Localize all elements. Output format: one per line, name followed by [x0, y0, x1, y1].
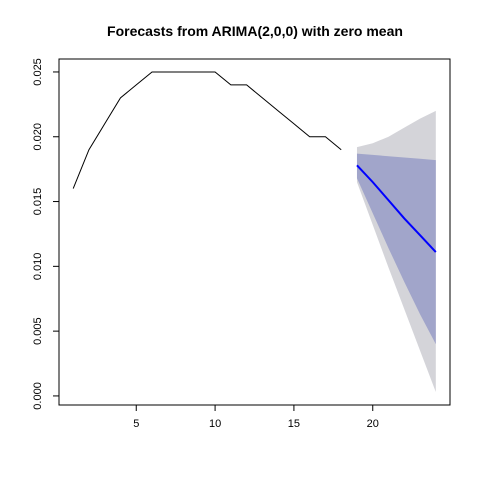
y-tick-label: 0.015 — [32, 188, 44, 216]
plot-frame — [58, 58, 451, 406]
y-tick-label: 0.000 — [32, 382, 44, 410]
y-tick-label: 0.020 — [32, 123, 44, 151]
forecast-mean-line — [356, 164, 437, 253]
axes-layer: 5 10 15 20 0.000 0.005 0.010 0.015 0.020 0.025 — [32, 58, 379, 430]
y-tick-label: 0.025 — [32, 58, 44, 86]
x-tick-label: 10 — [209, 418, 221, 430]
x-tick-label: 15 — [288, 418, 300, 430]
x-tick-label: 20 — [367, 418, 379, 430]
series-layer — [72, 71, 437, 253]
x-tick-label: 5 — [133, 418, 139, 430]
chart-title: Forecasts from ARIMA(2,0,0) with zero me… — [107, 23, 403, 39]
y-tick-label: 0.005 — [32, 317, 44, 345]
y-tick-label: 0.010 — [32, 253, 44, 281]
observed-series-line — [72, 71, 342, 189]
band-80-layer — [356, 153, 436, 345]
forecast-band-80 — [356, 153, 436, 345]
